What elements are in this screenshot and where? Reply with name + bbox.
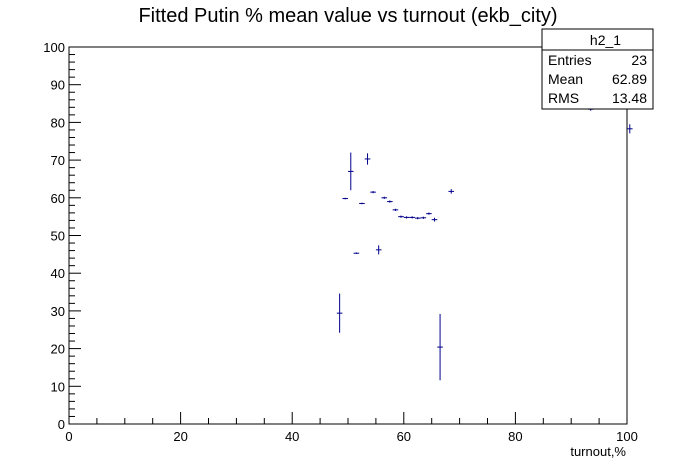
stats-row-label: Entries <box>548 52 592 68</box>
y-tick-label: 0 <box>58 417 65 432</box>
x-axis-label: turnout,% <box>570 444 626 459</box>
x-tick-label: 60 <box>397 429 411 444</box>
x-tick-label: 20 <box>173 429 187 444</box>
data-point <box>348 152 354 191</box>
data-point <box>342 197 348 200</box>
y-tick-label: 20 <box>51 342 65 357</box>
y-tick-label: 30 <box>51 304 65 319</box>
y-tick-label: 50 <box>51 229 65 244</box>
stats-row-label: Mean <box>548 71 583 87</box>
data-point <box>381 196 388 199</box>
axes: 0 20 40 60 80 100 0 10 20 30 40 50 60 70 80 90 100 <box>43 40 638 444</box>
stats-box-name: h2_1 <box>590 32 621 48</box>
chart-title: Fitted Putin % mean value vs turnout (ek… <box>138 5 557 27</box>
stats-box: h2_1 Entries 23 Mean 62.89 RMS 13.48 <box>541 28 654 110</box>
data-point <box>403 216 410 219</box>
data-point <box>375 245 382 255</box>
data-point <box>426 212 432 215</box>
stats-row-value: 13.48 <box>612 90 647 106</box>
y-tick-label: 70 <box>51 153 65 168</box>
y-tick-label: 90 <box>51 78 65 93</box>
data-point <box>364 153 371 165</box>
x-tick-label: 40 <box>285 429 299 444</box>
y-tick-label: 100 <box>43 40 65 55</box>
y-tick-label: 80 <box>51 115 65 130</box>
stats-box-frame <box>541 28 654 110</box>
data-point <box>370 191 376 194</box>
stats-row-value: 62.89 <box>612 71 647 87</box>
data-point <box>336 293 343 333</box>
stats-row-value: 23 <box>631 52 647 68</box>
data-point <box>437 313 443 381</box>
data-point <box>627 124 633 134</box>
data-point <box>387 200 393 203</box>
x-tick-label: 100 <box>616 429 638 444</box>
data-point <box>414 217 421 220</box>
x-tick-label: 80 <box>508 429 522 444</box>
data-point <box>448 189 455 194</box>
data-point <box>398 215 404 218</box>
data-point <box>392 208 399 211</box>
stats-row-label: RMS <box>548 90 579 106</box>
y-tick-label: 60 <box>51 191 65 206</box>
data-point <box>353 252 360 254</box>
y-tick-label: 40 <box>51 266 65 281</box>
data-point <box>431 217 438 222</box>
data-point <box>409 216 415 219</box>
x-tick-label: 0 <box>65 429 72 444</box>
data-point <box>420 216 427 219</box>
y-tick-label: 10 <box>51 379 65 394</box>
data-point <box>359 202 365 205</box>
